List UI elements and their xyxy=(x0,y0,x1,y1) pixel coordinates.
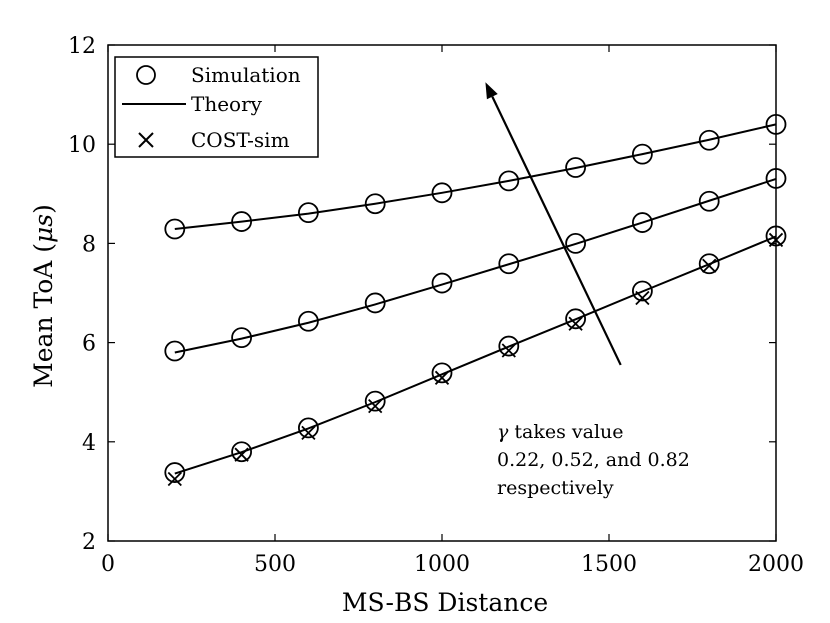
simulation-point xyxy=(164,218,186,240)
y-axis-title-text: Mean ToA ( xyxy=(29,243,58,388)
y-tick-label: 10 xyxy=(68,133,96,158)
cost-sim-point xyxy=(167,471,182,487)
annotation-line-1-text: takes value xyxy=(508,421,623,443)
legend-circle-icon xyxy=(136,65,156,85)
x-tick-label: 1500 xyxy=(581,552,637,577)
simulation-point xyxy=(297,417,319,439)
cost-sim-point xyxy=(501,343,516,358)
simulation-point xyxy=(231,441,253,463)
theory-line-series-1 xyxy=(174,177,777,354)
y-axis-title: Mean ToA (μs) xyxy=(29,204,58,388)
simulation-point xyxy=(297,310,319,332)
annotation-line-1: γ takes value xyxy=(497,421,624,443)
y-tick-label: 6 xyxy=(82,332,96,357)
simulation-point xyxy=(565,308,586,330)
simulation-point xyxy=(498,335,520,357)
annotation-line-2: 0.22, 0.52, and 0.82 xyxy=(497,449,690,471)
annotation-arrow xyxy=(491,96,622,366)
legend-cross-icon xyxy=(138,132,154,148)
theory-line-series-0 xyxy=(174,123,777,231)
gamma-symbol: γ xyxy=(497,421,509,443)
simulation-point xyxy=(364,193,386,215)
simulation-point xyxy=(231,327,253,349)
cost-sim-point xyxy=(301,425,316,441)
simulation-point xyxy=(765,168,787,189)
simulation-point xyxy=(164,462,186,483)
simulation-point xyxy=(431,182,453,204)
x-tick-label: 500 xyxy=(254,552,296,577)
simulation-point xyxy=(364,292,386,314)
theory-line-series-2 xyxy=(174,235,777,475)
simulation-point xyxy=(765,225,787,247)
cost-sim-point xyxy=(768,232,784,248)
simulation-point xyxy=(632,212,653,233)
simulation-point xyxy=(164,340,186,362)
cost-sim-point xyxy=(702,258,717,273)
simulation-point xyxy=(698,129,720,151)
simulation-point xyxy=(231,211,253,232)
y-tick-label: 4 xyxy=(82,431,96,456)
y-axis-unit: μs xyxy=(29,214,58,243)
x-axis-title: MS-BS Distance xyxy=(342,588,548,617)
simulation-point xyxy=(498,253,520,275)
simulation-point xyxy=(565,232,586,254)
cost-sim-point xyxy=(635,290,650,306)
simulation-point xyxy=(632,280,653,302)
simulation-point xyxy=(632,143,653,165)
cost-sim-point xyxy=(568,316,583,331)
axis-ticks: 0 500 1000 1500 2000 2 4 6 8 10 12 xyxy=(68,34,804,577)
legend-theory: Theory xyxy=(191,92,263,116)
y-tick-label: 12 xyxy=(68,34,96,59)
simulation-point xyxy=(364,390,386,412)
simulation-point xyxy=(431,272,453,294)
simulation-point xyxy=(297,202,319,224)
simulation-point xyxy=(498,170,520,192)
cost-sim-point xyxy=(434,370,450,385)
legend-cost-sim: COST-sim xyxy=(191,128,290,152)
data-markers xyxy=(164,113,787,487)
simulation-point xyxy=(765,113,787,135)
cost-sim-point xyxy=(368,398,383,414)
y-tick-label: 8 xyxy=(82,232,96,257)
gamma-annotation: γ takes value 0.22, 0.52, and 0.82 respe… xyxy=(485,82,690,499)
annotation-arrow-head xyxy=(485,82,498,100)
cost-sim-point xyxy=(234,447,249,462)
legend-box xyxy=(114,56,319,158)
theory-lines xyxy=(174,123,777,475)
y-axis-title-close: ) xyxy=(29,204,58,214)
legend: Simulation Theory COST-sim xyxy=(114,56,319,158)
x-tick-label: 1000 xyxy=(414,552,470,577)
legend-simulation: Simulation xyxy=(191,63,301,87)
simulation-point xyxy=(698,253,720,275)
simulation-point xyxy=(431,362,453,384)
x-tick-label: 2000 xyxy=(748,552,804,577)
annotation-line-3: respectively xyxy=(497,477,614,499)
simulation-point xyxy=(565,157,586,178)
y-tick-label: 2 xyxy=(82,530,96,555)
simulation-point xyxy=(698,190,720,212)
x-tick-label: 0 xyxy=(101,552,115,577)
